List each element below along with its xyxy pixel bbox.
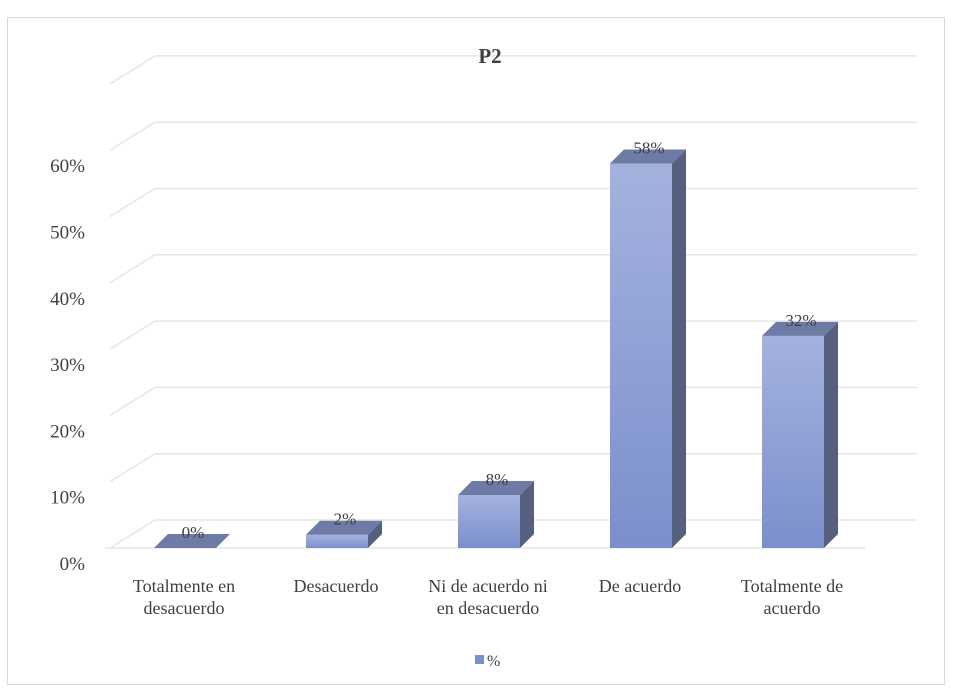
grid-diagonal	[109, 453, 156, 483]
grid-diagonal	[109, 121, 156, 151]
bar-top	[306, 520, 382, 535]
y-tick-label: 60%	[50, 156, 85, 177]
bar	[762, 321, 838, 548]
y-tick-label: 20%	[50, 421, 85, 442]
bar	[306, 520, 382, 548]
bar	[154, 534, 230, 548]
data-label: 32%	[785, 311, 816, 330]
bar	[458, 480, 534, 548]
grid-diagonal	[109, 386, 156, 417]
y-tick-label: 50%	[50, 223, 85, 244]
axis-labels: 0% 10% 20% 30% 40% 50% 60%	[50, 156, 85, 575]
bar-side	[368, 520, 382, 548]
legend-label: %	[487, 653, 500, 670]
bar-top	[610, 149, 686, 164]
y-tick-label: 10%	[50, 488, 85, 509]
category-label: Ni de acuerdo ni en desacuerdo	[428, 576, 547, 618]
grid-diagonal	[109, 320, 156, 350]
bars	[154, 149, 838, 548]
grid-diagonal	[109, 254, 156, 284]
grid-diagonal	[109, 55, 156, 85]
grid-diagonal	[109, 187, 156, 218]
category-label: De acuerdo	[599, 576, 681, 596]
legend: %	[475, 653, 500, 670]
chart-title: P2	[478, 44, 501, 68]
data-label: 2%	[334, 510, 357, 529]
category-label: Totalmente en desacuerdo	[133, 576, 235, 618]
data-labels: 0% 2% 8% 58% 32%	[182, 138, 817, 542]
bar-front	[458, 494, 520, 548]
grid-diagonal	[109, 519, 156, 549]
category-label: Desacuerdo	[294, 576, 379, 596]
bar-side	[520, 480, 534, 548]
bar-side	[824, 321, 838, 548]
bar-front	[610, 163, 672, 548]
category-label: Totalmente de acuerdo	[741, 576, 843, 618]
y-tick-label: 0%	[60, 554, 86, 575]
bar	[610, 149, 686, 548]
bar-side	[672, 149, 686, 548]
y-tick-label: 30%	[50, 355, 85, 376]
bar-front	[762, 335, 824, 548]
data-label: 0%	[182, 523, 205, 542]
bar-top	[458, 480, 534, 495]
legend-swatch	[475, 655, 484, 664]
data-label: 8%	[486, 470, 509, 489]
category-labels: Totalmente en desacuerdo Desacuerdo Ni de a…	[133, 576, 843, 618]
data-label: 58%	[633, 138, 664, 157]
bar-top	[154, 534, 230, 548]
bar-front	[306, 534, 368, 548]
bar-top	[762, 321, 838, 336]
y-tick-label: 40%	[50, 289, 85, 310]
